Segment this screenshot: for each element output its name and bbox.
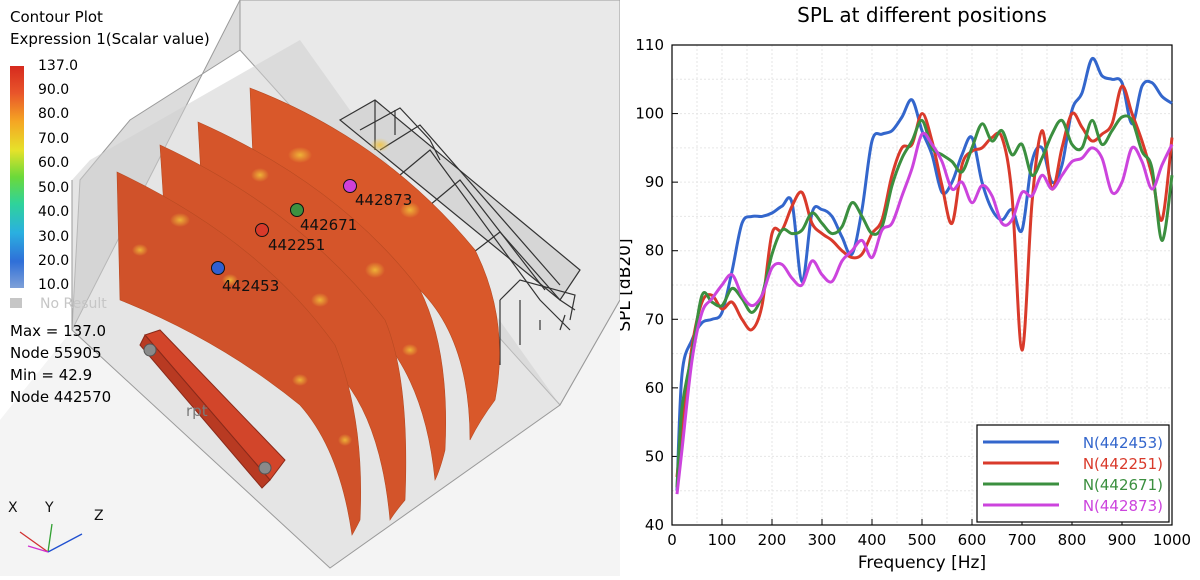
x-tick-label: 500 bbox=[908, 531, 937, 549]
legend-tick: 40.0 bbox=[38, 204, 70, 220]
node-label-442251: 442251 bbox=[268, 236, 326, 254]
axis-x-label: X bbox=[8, 500, 18, 516]
axis-triad bbox=[19, 523, 83, 553]
legend-label: N(442453) bbox=[1083, 434, 1163, 452]
legend-label: N(442251) bbox=[1083, 455, 1163, 473]
y-tick-label: 50 bbox=[645, 447, 664, 465]
axis-y-label: Y bbox=[45, 500, 54, 516]
legend-tick: 20.0 bbox=[38, 253, 70, 269]
source-label: rpt bbox=[186, 402, 208, 420]
legend-label: N(442671) bbox=[1083, 476, 1163, 494]
node-marker-442251 bbox=[255, 223, 269, 237]
contour-planes bbox=[116, 87, 500, 536]
x-tick-label: 600 bbox=[958, 531, 987, 549]
legend-tick: 10.0 bbox=[38, 277, 70, 293]
node-label-442671: 442671 bbox=[300, 216, 358, 234]
legend-label: N(442873) bbox=[1083, 497, 1163, 515]
seat-frame bbox=[338, 99, 581, 365]
spl-chart[interactable]: SPL at different positions Frequency [Hz… bbox=[615, 0, 1200, 576]
model-viewport[interactable]: Contour Plot Expression 1(Scalar value) … bbox=[0, 0, 620, 576]
legend-tick: 60.0 bbox=[38, 155, 70, 171]
x-tick-label: 700 bbox=[1008, 531, 1037, 549]
series-line-N(442873) bbox=[675, 131, 1174, 495]
y-tick-label: 110 bbox=[635, 36, 664, 54]
chart-lines bbox=[675, 56, 1174, 495]
chart-title: SPL at different positions bbox=[797, 3, 1047, 27]
legend-title: Contour Plot bbox=[10, 8, 103, 26]
legend-tick: 137.0 bbox=[38, 58, 79, 74]
y-tick-label: 80 bbox=[645, 242, 664, 260]
y-tick-label: 60 bbox=[645, 379, 664, 397]
node-marker-442453 bbox=[211, 261, 225, 275]
x-tick-label: 300 bbox=[808, 531, 837, 549]
x-tick-label: 1000 bbox=[1153, 531, 1191, 549]
x-tick-label: 400 bbox=[858, 531, 887, 549]
y-tick-label: 90 bbox=[645, 173, 664, 191]
chart-legend: N(442453) N(442251) N(442671) N(442873) bbox=[976, 424, 1170, 523]
legend-tick: 50.0 bbox=[38, 180, 70, 196]
colorbar bbox=[10, 66, 24, 288]
model-graphics bbox=[0, 0, 620, 576]
chart-ylabel: SPL [dB20] bbox=[620, 238, 635, 331]
max-node: Node 55905 bbox=[10, 344, 102, 362]
x-tick-label: 900 bbox=[1108, 531, 1137, 549]
axis-z-label: Z bbox=[94, 508, 104, 524]
spl-chart-svg: SPL at different positions Frequency [Hz… bbox=[615, 3, 1191, 573]
node-marker-442873 bbox=[343, 179, 357, 193]
node-label-442873: 442873 bbox=[355, 191, 413, 209]
node-marker-442671 bbox=[290, 203, 304, 217]
x-tick-label: 0 bbox=[667, 531, 677, 549]
node-label-442453: 442453 bbox=[222, 277, 280, 295]
no-result-label: No Result bbox=[40, 296, 107, 312]
min-node: Node 442570 bbox=[10, 388, 112, 406]
x-tick-label: 800 bbox=[1058, 531, 1087, 549]
legend-subtitle: Expression 1(Scalar value) bbox=[10, 30, 210, 48]
y-tick-label: 100 bbox=[635, 105, 664, 123]
series-line-N(442251) bbox=[675, 84, 1174, 478]
series-line-N(442671) bbox=[675, 114, 1174, 488]
chart-xlabel: Frequency [Hz] bbox=[858, 553, 986, 573]
room-front bbox=[0, 300, 620, 576]
x-tick-label: 100 bbox=[708, 531, 737, 549]
legend-tick: 70.0 bbox=[38, 131, 70, 147]
min-value: Min = 42.9 bbox=[10, 366, 93, 384]
sound-source bbox=[139, 329, 286, 489]
y-tick-label: 40 bbox=[645, 516, 664, 534]
y-tick-label: 70 bbox=[645, 310, 664, 328]
legend-tick: 30.0 bbox=[38, 229, 70, 245]
legend-tick: 80.0 bbox=[38, 106, 70, 122]
x-tick-label: 200 bbox=[758, 531, 787, 549]
max-value: Max = 137.0 bbox=[10, 322, 107, 340]
no-result-swatch bbox=[10, 298, 22, 308]
chart-ticks: 0 100 200 300 400 500 600 700 800 900 1000 40 50 60 70… bbox=[635, 36, 1191, 549]
legend-tick: 90.0 bbox=[38, 82, 70, 98]
